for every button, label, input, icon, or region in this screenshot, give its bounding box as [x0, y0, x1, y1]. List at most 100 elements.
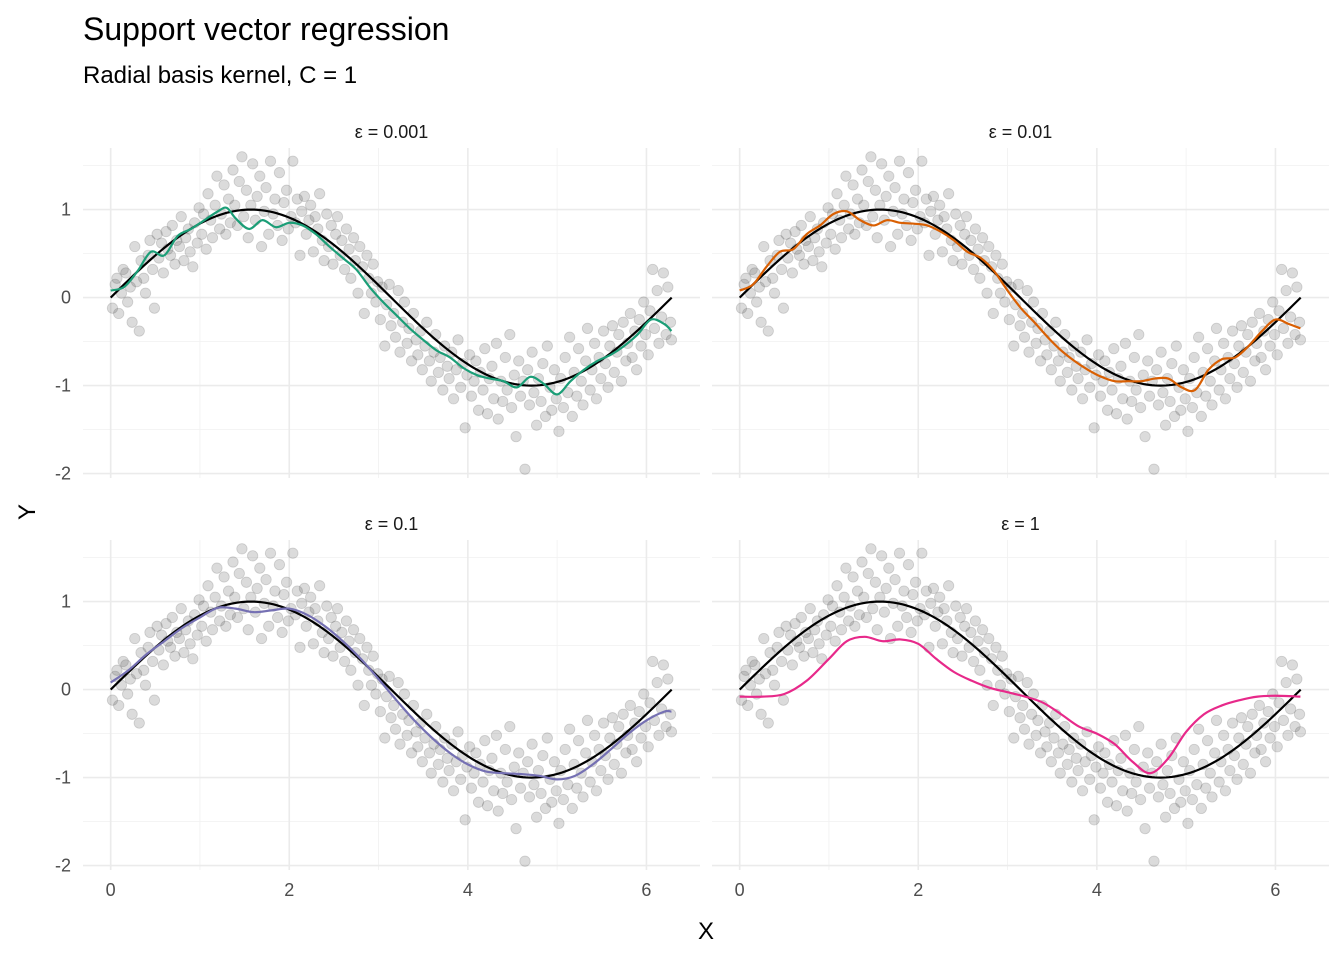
data-point [148, 302, 161, 314]
data-point [1052, 355, 1065, 367]
data-point [416, 756, 428, 768]
data-point [1134, 793, 1147, 806]
data-point [327, 258, 339, 270]
data-point [470, 747, 482, 759]
data-point [492, 413, 504, 425]
data-point [1030, 729, 1042, 741]
data-point [1023, 346, 1035, 358]
data-point [909, 184, 922, 196]
data-point [595, 372, 607, 385]
data-point [218, 179, 230, 191]
data-point [793, 641, 806, 653]
data-point [626, 743, 638, 756]
data-point [432, 366, 444, 378]
data-point [1159, 811, 1172, 823]
data-point [1258, 717, 1270, 729]
data-point [379, 340, 391, 352]
data-point [990, 249, 1002, 261]
x-tick-label: 4 [463, 880, 473, 900]
data-point [1226, 325, 1239, 337]
data-point [631, 364, 643, 376]
data-point [367, 258, 379, 270]
data-point [1026, 316, 1038, 328]
data-point [758, 240, 770, 253]
data-point [753, 281, 765, 293]
data-point [1066, 384, 1078, 396]
data-point [1164, 395, 1176, 408]
data-point [510, 823, 522, 835]
data-point [169, 258, 181, 270]
data-point [209, 591, 221, 603]
y-tick-label: 1 [61, 592, 71, 612]
data-point [1134, 401, 1147, 414]
data-point [1258, 325, 1270, 337]
data-point [1151, 364, 1163, 376]
data-point [740, 664, 752, 676]
data-point [272, 611, 284, 624]
x-tick-label: 0 [735, 880, 745, 900]
data-point [932, 214, 944, 226]
data-point [1271, 349, 1283, 361]
data-point [996, 258, 1008, 270]
data-point [571, 782, 583, 794]
data-point [206, 624, 219, 636]
data-point [535, 395, 547, 408]
data-point [528, 387, 540, 399]
data-point [497, 787, 509, 800]
data-point [1142, 355, 1154, 367]
data-point [1206, 791, 1218, 803]
data-point [1280, 284, 1292, 297]
data-point [548, 364, 561, 376]
data-point [820, 237, 832, 249]
data-point [620, 747, 632, 759]
data-point [768, 679, 781, 691]
data-point [633, 313, 645, 326]
data-point [849, 620, 861, 632]
data-point [1115, 360, 1127, 372]
data-point [740, 272, 752, 284]
data-point [562, 387, 574, 399]
data-point [884, 240, 897, 253]
data-point [352, 679, 364, 691]
data-point [1213, 776, 1225, 788]
data-point [452, 334, 464, 346]
data-point [780, 228, 792, 240]
data-point [294, 249, 306, 261]
data-point [1023, 738, 1035, 750]
data-point [287, 155, 299, 167]
data-point [847, 179, 859, 191]
data-point [416, 364, 428, 376]
data-point [1057, 738, 1069, 750]
data-point [1195, 802, 1207, 815]
data-point [504, 720, 516, 733]
data-point [550, 785, 562, 797]
data-point [858, 199, 870, 211]
data-point [615, 767, 628, 779]
data-point [1255, 743, 1267, 756]
data-point [784, 629, 797, 641]
data-point [597, 717, 610, 729]
x-tick-label: 6 [641, 880, 651, 900]
data-point [1267, 296, 1279, 308]
data-point [240, 576, 253, 588]
data-point [1005, 673, 1017, 685]
data-point [247, 550, 259, 562]
data-point [1186, 793, 1198, 806]
data-point [340, 615, 353, 627]
data-point [1170, 340, 1182, 352]
data-point [1210, 714, 1223, 727]
data-point [1151, 756, 1163, 768]
y-tick-label: 0 [61, 288, 71, 308]
data-point [1244, 375, 1257, 387]
data-point [934, 199, 946, 211]
data-point [508, 369, 520, 381]
data-point [546, 404, 558, 416]
data-point [229, 199, 241, 211]
data-point [976, 624, 989, 636]
data-point [173, 240, 186, 253]
data-point [410, 726, 422, 738]
data-point [340, 223, 353, 235]
data-point [314, 188, 326, 200]
data-point [947, 647, 959, 659]
data-point [604, 340, 616, 352]
